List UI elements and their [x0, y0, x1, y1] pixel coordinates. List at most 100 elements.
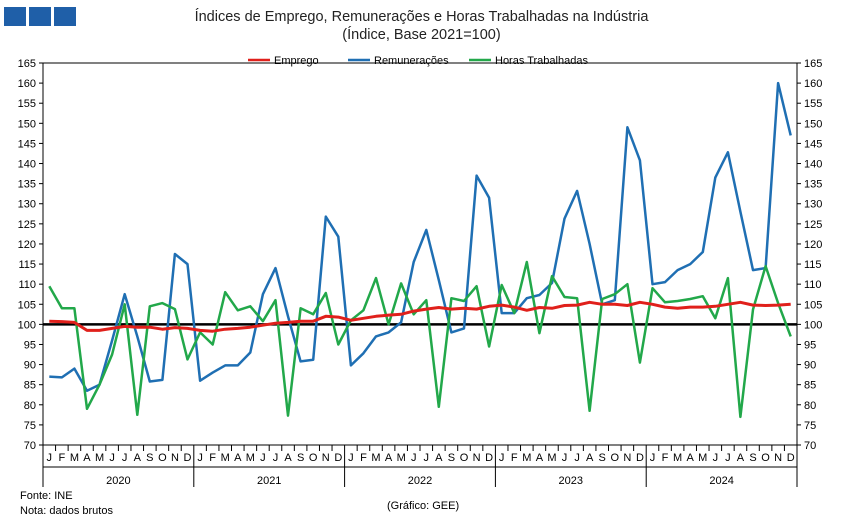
y-tick-label-left: 150 — [18, 118, 36, 130]
y-tick-label-right: 145 — [804, 138, 822, 150]
x-month-label: J — [197, 452, 203, 464]
y-tick-label-right: 165 — [804, 58, 822, 70]
x-year-label: 2024 — [709, 475, 733, 487]
x-month-label: M — [70, 452, 79, 464]
x-year-label: 2020 — [106, 475, 130, 487]
y-tick-label-right: 125 — [804, 219, 822, 231]
y-tick-label-left: 115 — [18, 259, 36, 271]
legend-label: Remunerações — [374, 55, 449, 67]
x-month-label: A — [385, 452, 393, 464]
y-tick-label-left: 80 — [24, 400, 36, 412]
y-tick-label-right: 130 — [804, 199, 822, 211]
x-month-label: D — [636, 452, 644, 464]
x-year-label: 2023 — [559, 475, 583, 487]
x-month-label: M — [95, 452, 104, 464]
y-tick-label-left: 165 — [18, 58, 36, 70]
y-tick-label-right: 160 — [804, 78, 822, 90]
legend: Emprego Remunerações Horas Trabalhadas — [248, 55, 588, 67]
y-tick-label-left: 160 — [18, 78, 36, 90]
y-tick-label-right: 140 — [804, 159, 822, 171]
logo-square-2 — [29, 7, 51, 26]
y-tick-label-left: 95 — [24, 339, 36, 351]
x-month-label: J — [109, 452, 115, 464]
series-lines — [48, 81, 792, 419]
y-tick-label-left: 125 — [18, 219, 36, 231]
y-tick-label-left: 90 — [24, 360, 36, 372]
series-line-remunerações — [49, 81, 792, 392]
logo — [4, 7, 76, 26]
legend-label: Horas Trabalhadas — [495, 55, 588, 67]
y-tick-label-left: 135 — [18, 179, 36, 191]
y-tick-label-left: 100 — [18, 319, 36, 331]
x-month-label: F — [360, 452, 367, 464]
line-chart: Emprego Remunerações Horas Trabalhadas 70 7… — [18, 55, 822, 487]
logo-square-1 — [4, 7, 26, 26]
series-line-emprego — [49, 300, 791, 333]
x-month-label: J — [348, 452, 354, 464]
x-month-label: D — [485, 452, 493, 464]
y-tick-label-right: 70 — [804, 440, 816, 452]
x-month-label: J — [562, 452, 568, 464]
x-month-label: A — [586, 452, 594, 464]
x-month-label: M — [371, 452, 380, 464]
x-month-label: N — [473, 452, 481, 464]
x-year-label: 2022 — [408, 475, 432, 487]
x-month-label: J — [47, 452, 53, 464]
x-month-label: J — [411, 452, 417, 464]
axes: 70 70 75 75 80 80 85 85 90 90 95 95 100 100 105 105 110 1… — [18, 58, 822, 487]
x-month-label: F — [662, 452, 669, 464]
y-tick-label-right: 120 — [804, 239, 822, 251]
x-month-label: S — [448, 452, 455, 464]
y-tick-label-left: 130 — [18, 199, 36, 211]
x-month-label: D — [787, 452, 795, 464]
y-tick-label-right: 110 — [804, 279, 822, 291]
x-month-label: N — [322, 452, 330, 464]
x-month-label: A — [687, 452, 695, 464]
x-month-label: M — [246, 452, 255, 464]
x-month-label: O — [460, 452, 469, 464]
x-month-label: O — [611, 452, 620, 464]
x-month-label: J — [273, 452, 279, 464]
x-month-label: M — [698, 452, 707, 464]
y-tick-label-left: 145 — [18, 138, 36, 150]
x-month-label: J — [574, 452, 580, 464]
x-month-label: A — [83, 452, 91, 464]
chart-title-block: Índices de Emprego, Remunerações e Horas… — [0, 8, 843, 44]
y-tick-label-left: 155 — [18, 98, 36, 110]
plot-frame — [42, 62, 798, 446]
x-month-label: A — [234, 452, 242, 464]
x-month-label: J — [499, 452, 505, 464]
chart-credit: (Gráfico: GEE) — [387, 500, 460, 512]
x-month-label: N — [171, 452, 179, 464]
x-month-label: D — [334, 452, 342, 464]
y-tick-label-right: 105 — [804, 299, 822, 311]
x-month-label: D — [184, 452, 192, 464]
x-month-label: A — [134, 452, 142, 464]
x-month-label: M — [522, 452, 531, 464]
x-month-label: S — [297, 452, 304, 464]
y-tick-label-right: 85 — [804, 380, 816, 392]
y-tick-label-right: 80 — [804, 400, 816, 412]
chart-subtitle: (Índice, Base 2021=100) — [342, 27, 501, 43]
x-month-label: A — [737, 452, 745, 464]
x-month-label: A — [435, 452, 443, 464]
x-month-label: M — [673, 452, 682, 464]
x-month-label: O — [309, 452, 318, 464]
logo-square-3 — [54, 7, 76, 26]
x-month-label: S — [599, 452, 606, 464]
chart-title: Índices de Emprego, Remunerações e Horas… — [194, 9, 649, 25]
x-month-label: J — [122, 452, 128, 464]
x-month-label: J — [650, 452, 656, 464]
x-month-label: M — [547, 452, 556, 464]
y-tick-label-left: 140 — [18, 159, 36, 171]
data-note: Nota: dados brutos — [20, 505, 113, 517]
x-month-label: J — [424, 452, 430, 464]
x-month-label: F — [511, 452, 518, 464]
y-tick-label-right: 115 — [804, 259, 822, 271]
y-tick-label-right: 155 — [804, 98, 822, 110]
x-month-label: J — [725, 452, 731, 464]
x-month-label: M — [397, 452, 406, 464]
x-month-label: S — [749, 452, 756, 464]
x-month-label: F — [209, 452, 216, 464]
source-note: Fonte: INE — [20, 490, 73, 502]
